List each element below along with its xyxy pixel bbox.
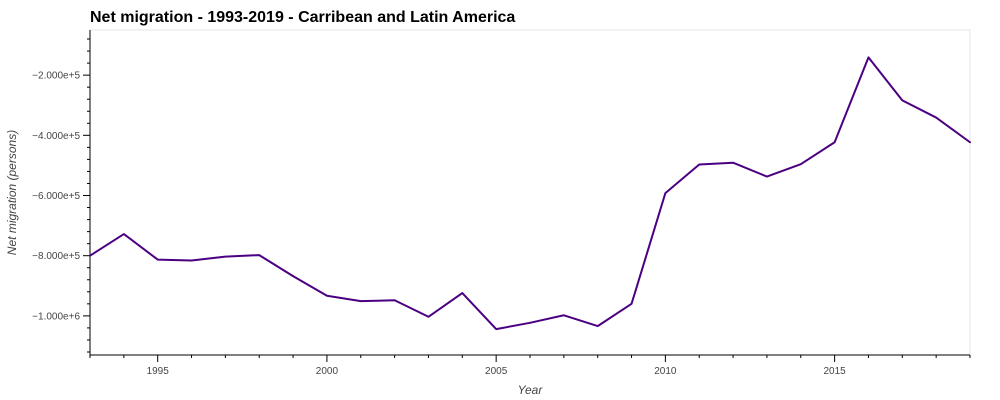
chart-title: Net migration - 1993-2019 - Carribean an… [90, 9, 515, 26]
plot-area: −1.000e+6 −8.000e+5 −6.000e+5 −4.000e+5 −2.0… [32, 29, 971, 377]
x-tick-label: 2000 [316, 366, 339, 377]
y-tick-label: −2.000e+5 [32, 71, 80, 82]
plot-frame [89, 29, 971, 356]
x-tick-label: 2010 [654, 366, 677, 377]
y-tick-label: −6.000e+5 [32, 191, 80, 202]
y-axis-label: Net migration (persons) [5, 130, 19, 255]
x-axis-label: Year [518, 383, 544, 397]
y-tick-label: −1.000e+6 [32, 311, 80, 322]
series-line [89, 56, 971, 331]
x-tick-label: 1995 [147, 366, 170, 377]
y-tick-label: −4.000e+5 [32, 131, 80, 142]
x-tick-label: 2005 [485, 366, 508, 377]
x-tick-label: 2015 [823, 366, 846, 377]
y-tick-label: −8.000e+5 [32, 251, 80, 262]
